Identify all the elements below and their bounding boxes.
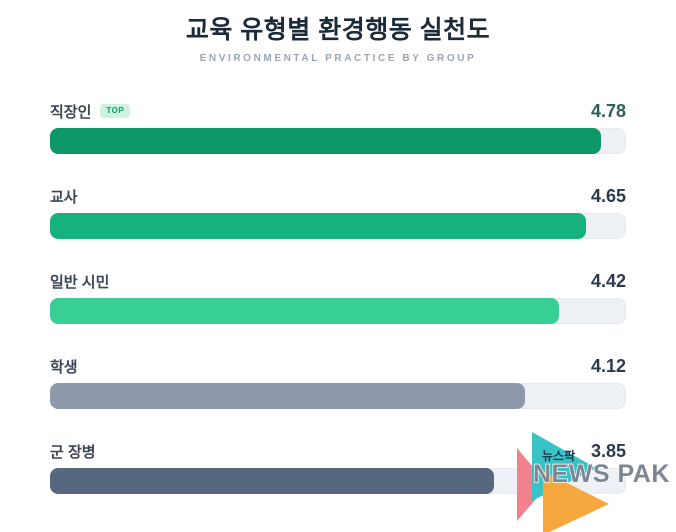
bar-fill xyxy=(50,383,525,409)
bar-label: 교사 xyxy=(50,188,78,206)
bar-track xyxy=(50,128,626,154)
bar-fill xyxy=(50,128,601,154)
bar-label: 군 장병 xyxy=(50,443,96,461)
bar-label: 직장인 xyxy=(50,103,92,121)
bar-row: 학생 4.12 xyxy=(50,356,626,409)
bar-track xyxy=(50,383,626,409)
bar-value: 4.12 xyxy=(590,355,626,376)
bar-fill xyxy=(50,298,560,324)
bar-value: 4.78 xyxy=(590,100,626,121)
bar-fill xyxy=(50,468,494,494)
bar-track xyxy=(50,298,626,324)
bar-value: 3.85 xyxy=(590,440,626,461)
bar-value: 4.65 xyxy=(590,185,626,206)
bar-track xyxy=(50,468,626,494)
bar-chart: 직장인 TOP 4.78 교사 4.65 일 xyxy=(50,101,626,494)
page-title: 교육 유형별 환경행동 실천도 xyxy=(185,16,491,44)
bar-row: 교사 4.65 xyxy=(50,186,626,239)
chart-header: 교육 유형별 환경행동 실천도 ENVIRONMENTAL PRACTICE B… xyxy=(0,0,676,65)
top-badge: TOP xyxy=(100,104,131,118)
bar-fill xyxy=(50,213,586,239)
bar-label: 일반 시민 xyxy=(50,273,110,291)
chart-subtitle: ENVIRONMENTAL PRACTICE BY GROUP xyxy=(199,53,477,64)
bar-label: 학생 xyxy=(50,358,78,376)
bar-value: 4.42 xyxy=(590,270,626,291)
bar-row: 직장인 TOP 4.78 xyxy=(50,101,626,154)
bar-track xyxy=(50,213,626,239)
bar-row: 군 장병 3.85 xyxy=(50,441,626,494)
bar-row: 일반 시민 4.42 xyxy=(50,271,626,324)
